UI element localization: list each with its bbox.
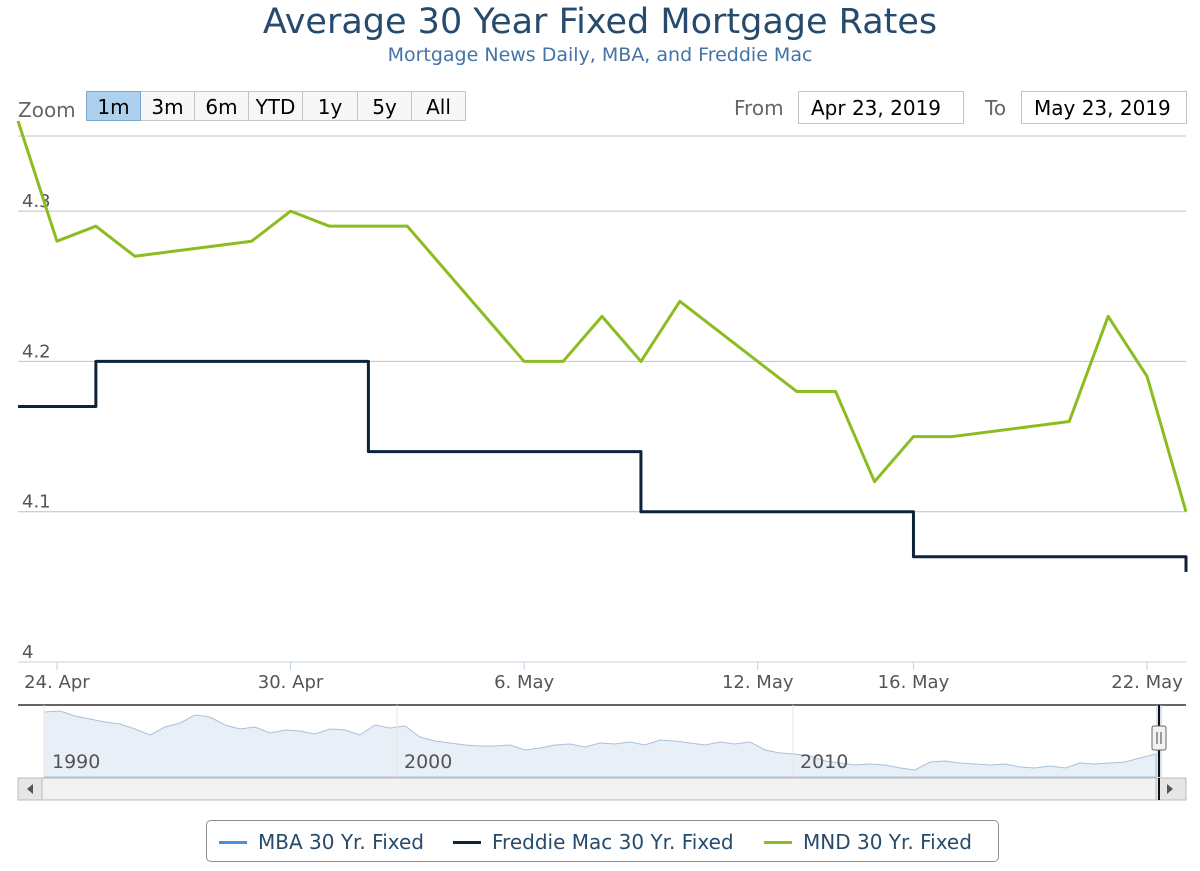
legend-item-mba[interactable]: MBA 30 Yr. Fixed <box>219 830 424 854</box>
navigator-label-1990: 1990 <box>52 751 100 773</box>
legend-item-freddie-mac[interactable]: Freddie Mac 30 Yr. Fixed <box>453 830 734 854</box>
to-date-input[interactable]: May 23, 2019 <box>1021 91 1187 124</box>
legend-label-mba: MBA 30 Yr. Fixed <box>258 830 424 854</box>
zoom-ytd-button[interactable]: YTD <box>249 91 303 121</box>
navigator-handle[interactable] <box>1151 725 1167 751</box>
legend-swatch-freddie-mac <box>453 840 481 844</box>
chevron-right-icon <box>1167 784 1173 794</box>
zoom-label: Zoom <box>18 98 76 122</box>
zoom-all-button[interactable]: All <box>412 91 466 121</box>
zoom-6m-button[interactable]: 6m <box>195 91 249 121</box>
x-axis: 24. Apr 30. Apr 6. May 12. May 16. May 22. Ma… <box>18 661 1186 693</box>
y-tick-label: 4.2 <box>22 341 51 362</box>
to-label: To <box>985 96 1007 120</box>
x-tick-label: 12. May <box>722 672 794 693</box>
scrollbar-track[interactable] <box>17 777 1187 801</box>
zoom-5y-button[interactable]: 5y <box>358 91 412 121</box>
y-tick-label: 4.1 <box>22 492 51 513</box>
chevron-left-icon <box>27 784 33 794</box>
navigator[interactable]: 1990 2000 2010 <box>18 704 1186 778</box>
plot-area <box>16 120 1188 572</box>
x-tick-label: 16. May <box>878 672 950 693</box>
chart-subtitle: Mortgage News Daily, MBA, and Freddie Ma… <box>387 44 813 66</box>
navigator-label-2010: 2010 <box>800 751 848 773</box>
navigator-label-2000: 2000 <box>404 751 452 773</box>
legend-swatch-mnd <box>764 840 792 844</box>
from-date-input[interactable]: Apr 23, 2019 <box>798 91 964 124</box>
from-label: From <box>734 96 784 120</box>
x-tick-label: 22. May <box>1111 672 1183 693</box>
y-tick-label: 4 <box>22 642 33 663</box>
grid-layer <box>18 135 1186 663</box>
y-axis: 44.14.24.3 <box>22 191 51 663</box>
scrollbar[interactable] <box>17 777 1187 801</box>
legend: MBA 30 Yr. Fixed Freddie Mac 30 Yr. Fixe… <box>206 820 999 862</box>
legend-item-mnd[interactable]: MND 30 Yr. Fixed <box>764 830 972 854</box>
series-line-mnd-30-yr-fixed <box>16 120 1188 513</box>
legend-label-mnd: MND 30 Yr. Fixed <box>803 830 972 854</box>
legend-swatch-mba <box>219 840 247 844</box>
chart-title: Average 30 Year Fixed Mortgage Rates <box>262 2 938 42</box>
x-tick-label: 30. Apr <box>258 672 324 693</box>
zoom-1m-button[interactable]: 1m <box>86 91 141 121</box>
navigator-series-area <box>43 710 1157 778</box>
zoom-1y-button[interactable]: 1y <box>303 91 358 121</box>
x-tick-label: 6. May <box>494 672 554 693</box>
zoom-3m-button[interactable]: 3m <box>141 91 195 121</box>
series-line-freddie-mac-30-yr-fixed <box>18 359 1188 572</box>
x-tick-label: 24. Apr <box>24 672 90 693</box>
legend-label-freddie-mac: Freddie Mac 30 Yr. Fixed <box>492 830 734 854</box>
zoom-button-group: 1m 3m 6m YTD 1y 5y All <box>86 91 466 121</box>
